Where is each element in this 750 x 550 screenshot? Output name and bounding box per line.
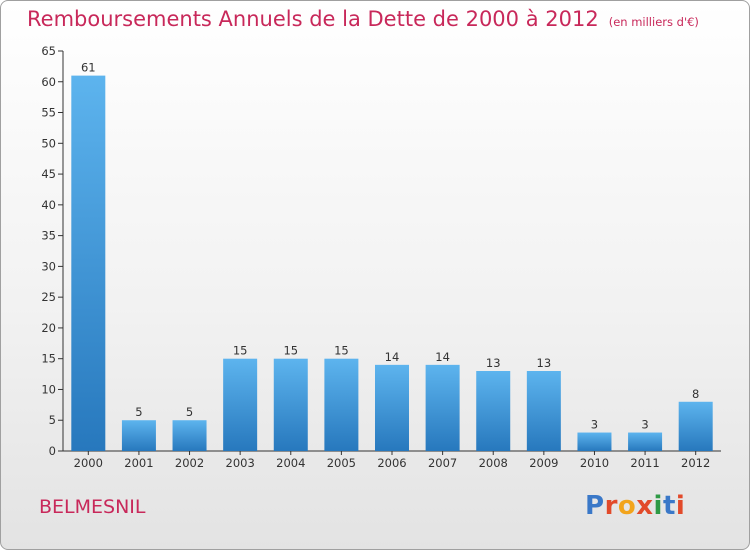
chart-unit: (en milliers d'€) (608, 15, 699, 29)
data-label-2011: 3 (641, 418, 648, 432)
y-tick-label: 35 (41, 229, 56, 243)
data-label-2008: 13 (486, 356, 501, 370)
data-label-2012: 8 (692, 387, 699, 401)
y-tick-label: 60 (41, 75, 56, 89)
logo-letter: i (653, 491, 663, 521)
bar-2010 (577, 432, 612, 451)
x-axis: 2000 2001 2002 2003 2004 2005 2006 2007 2008 2009… (63, 450, 721, 470)
x-tick-label-2009: 2009 (529, 456, 558, 470)
bar-2011 (628, 432, 663, 451)
x-tick-label-2007: 2007 (428, 456, 457, 470)
data-label-2001: 5 (135, 405, 142, 419)
logo-letter: o (617, 491, 637, 521)
y-tick-label: 45 (41, 167, 56, 181)
proxiti-logo: Proxiti (585, 491, 685, 521)
y-axis: 0 5 10 15 20 25 30 35 40 45 50 55 60 65 (41, 44, 64, 458)
x-tick-label-2002: 2002 (175, 456, 204, 470)
data-label-2003: 15 (233, 344, 248, 358)
chart-title: Remboursements Annuels de la Dette de 20… (27, 7, 699, 31)
bar-2002 (172, 420, 207, 451)
y-tick-label: 20 (41, 321, 56, 335)
x-tick-label-2000: 2000 (74, 456, 103, 470)
data-label-2004: 15 (283, 344, 298, 358)
y-tick-label: 5 (49, 413, 56, 427)
y-tick-label: 55 (41, 106, 56, 120)
bar-2000 (71, 75, 106, 451)
chart-title-main: Remboursements Annuels de la Dette de 20… (27, 7, 599, 31)
y-tick-label: 50 (41, 136, 56, 150)
bar-2001 (121, 420, 156, 451)
y-tick-label: 65 (41, 44, 56, 58)
data-label-2000: 61 (81, 61, 96, 75)
bar-2012 (678, 401, 713, 451)
bar-2003 (223, 358, 258, 451)
logo-letter: x (636, 491, 654, 521)
bar-2007 (425, 364, 460, 451)
x-tick-label-2010: 2010 (580, 456, 609, 470)
x-tick-label-2008: 2008 (479, 456, 508, 470)
x-tick-label-2003: 2003 (226, 456, 255, 470)
commune-name: BELMESNIL (39, 496, 146, 518)
logo-letter: P (585, 491, 605, 521)
logo-letter: t (662, 491, 676, 521)
x-tick-label-2001: 2001 (124, 456, 153, 470)
bar-2009 (526, 371, 561, 451)
data-label-2006: 14 (385, 350, 400, 364)
logo-letter: r (604, 491, 618, 521)
x-tick-label-2006: 2006 (377, 456, 406, 470)
x-tick-label-2004: 2004 (276, 456, 305, 470)
bars: 61 5 5 15 15 15 14 14 13 13 3 3 8 (71, 61, 713, 451)
data-label-2005: 15 (334, 344, 349, 358)
data-label-2009: 13 (537, 356, 552, 370)
data-label-2002: 5 (186, 405, 193, 419)
bar-2005 (324, 358, 359, 451)
bar-2008 (476, 371, 511, 451)
y-tick-label: 10 (41, 382, 56, 396)
logo-letter: i (675, 491, 686, 521)
data-label-2010: 3 (591, 418, 598, 432)
x-tick-label-2005: 2005 (327, 456, 356, 470)
data-label-2007: 14 (435, 350, 450, 364)
x-tick-label-2011: 2011 (630, 456, 659, 470)
y-tick-label: 25 (41, 290, 56, 304)
bar-2006 (375, 364, 409, 451)
bar-2004 (273, 358, 308, 451)
y-tick-label: 30 (41, 259, 56, 273)
y-tick-label: 0 (49, 444, 56, 458)
x-tick-label-2012: 2012 (681, 456, 710, 470)
y-tick-label: 15 (41, 352, 56, 366)
y-tick-label: 40 (41, 198, 56, 212)
